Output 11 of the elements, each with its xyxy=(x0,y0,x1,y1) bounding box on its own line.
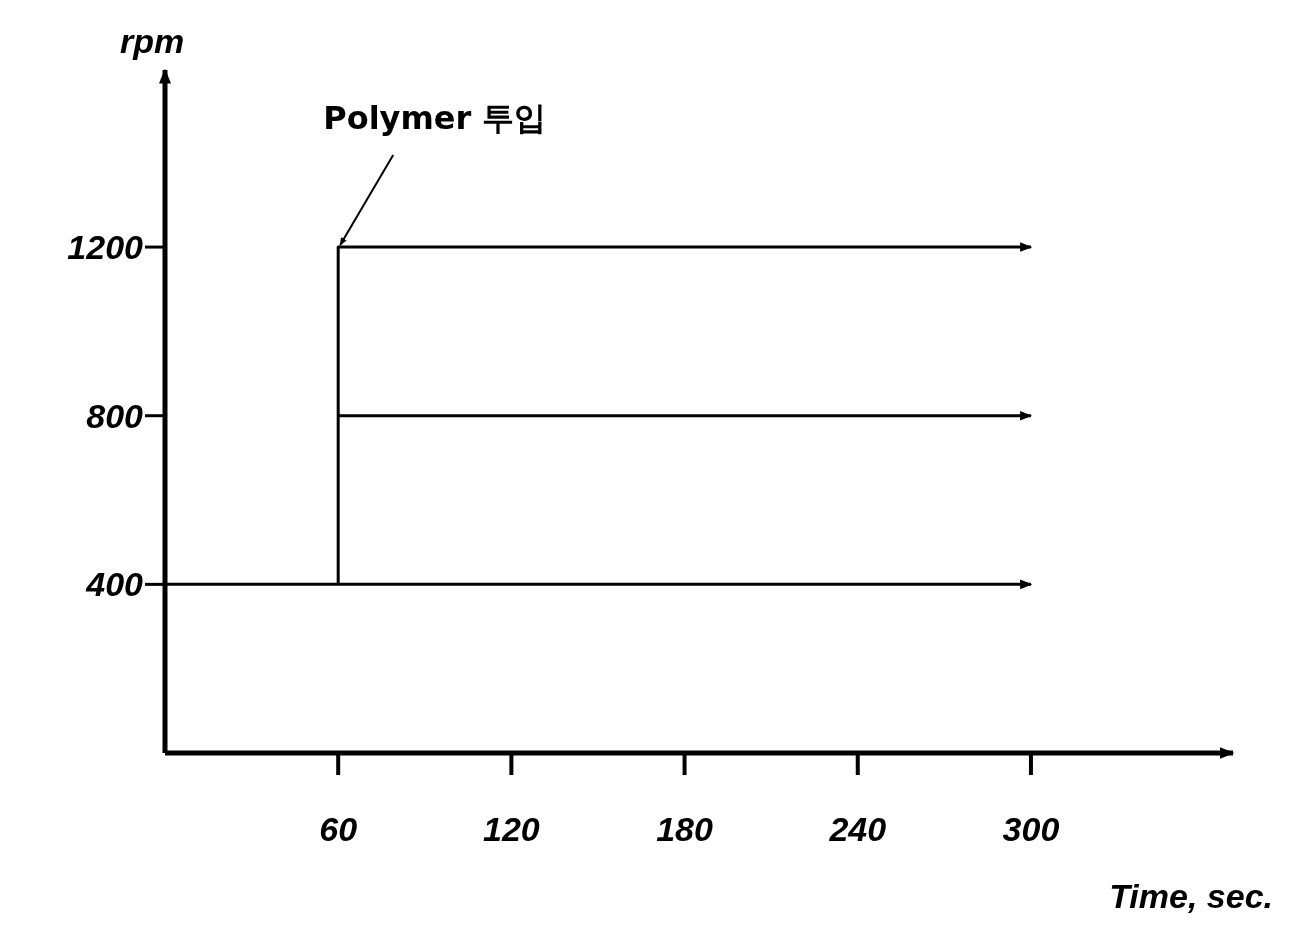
annotation: Polymer 투입 xyxy=(323,99,547,138)
x-tick-label: 60 xyxy=(319,810,358,848)
y-tick-label: 800 xyxy=(86,396,144,435)
x-axis-title: Time, sec. xyxy=(1109,877,1273,915)
y-axis-title: rpm xyxy=(120,22,185,60)
x-tick-label: 180 xyxy=(656,810,714,848)
x-tick-label: 120 xyxy=(483,810,540,848)
x-tick-label: 240 xyxy=(828,810,887,848)
x-tick-label: 300 xyxy=(1002,810,1060,848)
y-tick-label: 400 xyxy=(85,565,144,604)
y-tick-label: 1200 xyxy=(67,228,144,267)
